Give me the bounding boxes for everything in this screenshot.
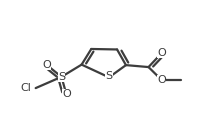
Text: O: O bbox=[43, 60, 51, 70]
Text: Cl: Cl bbox=[21, 83, 32, 93]
Text: S: S bbox=[105, 71, 113, 81]
Text: O: O bbox=[157, 75, 166, 85]
Text: O: O bbox=[157, 48, 166, 58]
Text: O: O bbox=[62, 89, 71, 99]
Text: S: S bbox=[58, 72, 65, 82]
